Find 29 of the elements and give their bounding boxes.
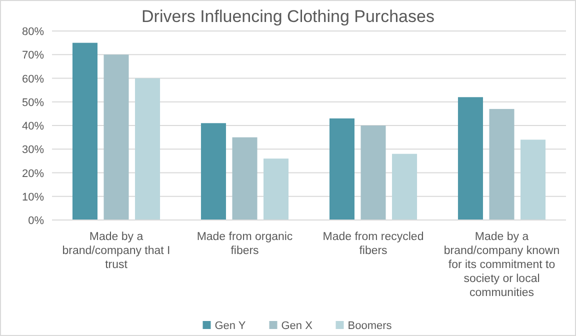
bar	[329, 118, 354, 220]
bar	[489, 108, 514, 220]
y-tick-label: 40%	[22, 120, 44, 132]
y-tick-label: 20%	[22, 168, 44, 180]
y-tick-label: 60%	[22, 73, 44, 86]
bar	[392, 154, 418, 220]
x-tick-label: Made from recycled fibers	[322, 231, 424, 257]
bar	[520, 140, 546, 220]
x-tick-label: Made by a brand/company known for its commitment to society or local communities	[444, 231, 560, 299]
bar	[104, 54, 129, 220]
y-tick-label: 50%	[22, 96, 44, 109]
y-tick-label: 70%	[22, 50, 44, 62]
y-tick-label: 30%	[22, 144, 44, 156]
y-tick-label: 80%	[22, 26, 44, 38]
bar	[264, 158, 289, 220]
y-tick-label: 0%	[28, 215, 44, 227]
x-tick-label: Made from organic fibers	[196, 231, 293, 257]
y-tick-label: 10%	[22, 191, 44, 204]
bar	[360, 126, 386, 220]
legend-label: Gen X	[281, 320, 314, 332]
bar	[232, 137, 258, 220]
legend-label: Gen Y	[214, 320, 246, 332]
legend-label: Boomers	[348, 320, 392, 332]
chart-title: Drivers Influencing Clothing Purchases	[142, 7, 434, 26]
bar	[135, 78, 160, 220]
bar	[458, 97, 483, 220]
bar	[72, 42, 98, 220]
x-tick-label: Made by a brand/company that I trust	[62, 231, 170, 271]
bar	[200, 123, 226, 220]
